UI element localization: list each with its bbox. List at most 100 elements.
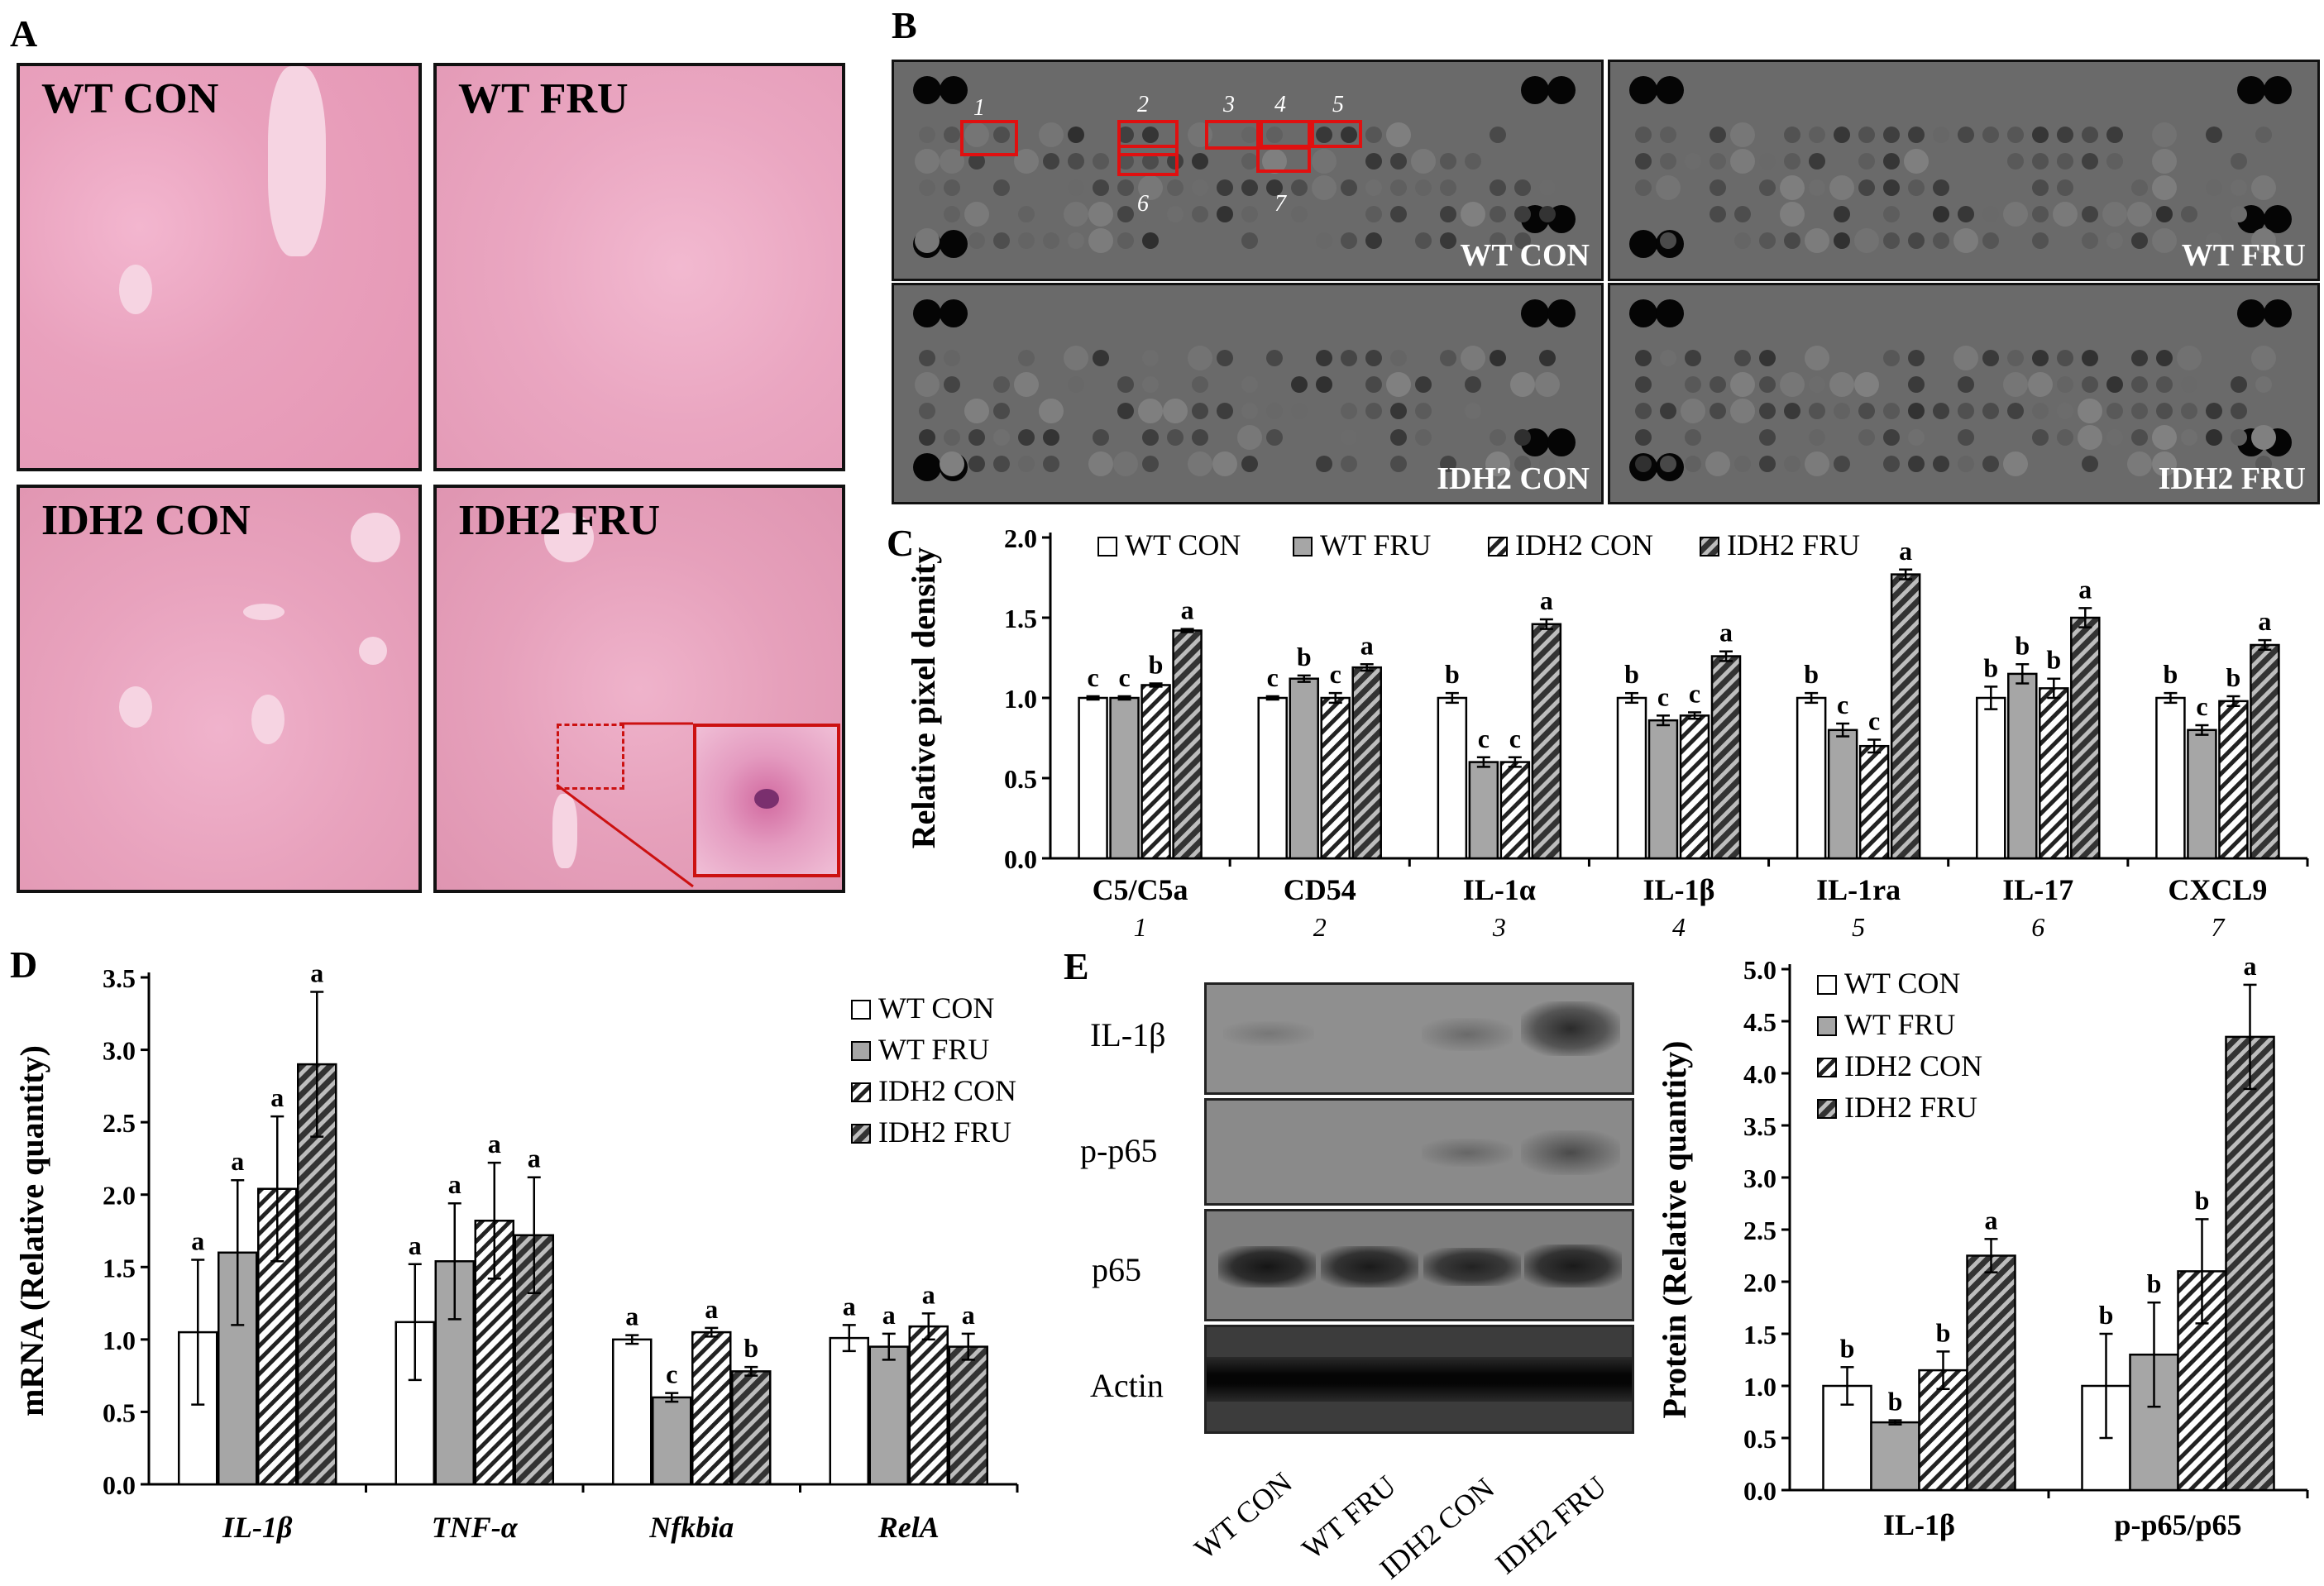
bar bbox=[1976, 696, 2006, 860]
significance-letter: b bbox=[2195, 1185, 2210, 1215]
array-spot bbox=[1117, 179, 1134, 196]
array-spot bbox=[1241, 153, 1258, 170]
category-number: 4 bbox=[1672, 912, 1686, 942]
array-spot bbox=[2152, 451, 2177, 476]
array-spot bbox=[1539, 206, 1556, 222]
array-spot bbox=[1883, 153, 1900, 170]
vessel bbox=[359, 637, 387, 665]
blot-p65 bbox=[1204, 1209, 1634, 1321]
panel-letter-a: A bbox=[10, 12, 38, 55]
array-spot bbox=[2255, 127, 2272, 143]
array-spot bbox=[964, 202, 989, 227]
bar bbox=[1437, 696, 1468, 860]
array-spot bbox=[2106, 376, 2123, 393]
array-spot bbox=[1809, 376, 1825, 393]
legend-swatch bbox=[1817, 1016, 1837, 1036]
category-number: 2 bbox=[1313, 912, 1327, 942]
array-spot bbox=[1217, 206, 1233, 222]
significance-letter: b bbox=[1804, 659, 1819, 689]
array-spot bbox=[1854, 372, 1879, 397]
array-spot bbox=[1241, 179, 1258, 196]
array-spot bbox=[1088, 451, 1113, 476]
array-spot bbox=[1415, 232, 1432, 249]
bar bbox=[1679, 714, 1710, 860]
array-spot bbox=[919, 403, 935, 419]
array-spot bbox=[1539, 179, 1556, 196]
legend-swatch bbox=[851, 1041, 871, 1061]
array-spot bbox=[1933, 456, 1949, 472]
y-tick-label: 2.5 bbox=[103, 1108, 136, 1138]
array-spot bbox=[1043, 456, 1059, 472]
array-spot bbox=[1386, 372, 1411, 397]
array-label: WT CON bbox=[1460, 238, 1590, 273]
array-spot bbox=[1117, 403, 1134, 419]
array-spot bbox=[1780, 372, 1805, 397]
band bbox=[1521, 1130, 1620, 1175]
array-spot bbox=[2003, 202, 2028, 227]
array-spot bbox=[2032, 206, 2049, 222]
array-spot bbox=[1490, 206, 1506, 222]
y-tick-label: 5.0 bbox=[1743, 955, 1776, 985]
array-spot bbox=[1784, 232, 1800, 249]
array-spot bbox=[1854, 228, 1879, 253]
array-spot bbox=[1068, 127, 1084, 143]
significance-letter: a bbox=[528, 1144, 541, 1173]
array-spot bbox=[1933, 206, 1949, 222]
array-spot bbox=[1908, 127, 1925, 143]
array-spot bbox=[1958, 429, 1974, 446]
array-spot bbox=[2057, 350, 2073, 366]
array-spot bbox=[1341, 403, 1357, 419]
array-spot bbox=[1635, 179, 1652, 196]
cytokine-array: IDH2 FRU bbox=[1608, 283, 2320, 504]
array-spot bbox=[1883, 206, 1900, 222]
array-spot bbox=[1685, 350, 1701, 366]
reference-spot bbox=[1521, 76, 1549, 104]
array-spot bbox=[1188, 346, 1212, 370]
array-spot bbox=[1759, 376, 1776, 393]
bar bbox=[1078, 696, 1108, 860]
array-spot bbox=[1138, 399, 1163, 423]
array-spot bbox=[1660, 456, 1676, 472]
array-spot bbox=[2231, 403, 2247, 419]
band bbox=[1422, 1139, 1513, 1167]
legend-swatch bbox=[1817, 1099, 1837, 1119]
array-spot bbox=[1316, 456, 1332, 472]
array-spot bbox=[1908, 232, 1925, 249]
reference-spot bbox=[2264, 76, 2292, 104]
significance-letter: b bbox=[1297, 642, 1312, 671]
array-spot bbox=[1730, 399, 1755, 423]
significance-letter: a bbox=[1360, 630, 1374, 660]
array-spot bbox=[915, 149, 940, 174]
array-spot bbox=[1312, 175, 1337, 200]
array-spot bbox=[1809, 403, 1825, 419]
array-spot bbox=[1685, 376, 1701, 393]
array-spot bbox=[2003, 372, 2028, 397]
array-label: IDH2 CON bbox=[1437, 461, 1590, 496]
significance-letter: b bbox=[1445, 659, 1460, 689]
array-spot bbox=[1386, 122, 1411, 147]
array-spot bbox=[1958, 127, 1974, 143]
array-spot bbox=[1705, 451, 1730, 476]
array-spot bbox=[1142, 376, 1159, 393]
array-spot bbox=[1188, 122, 1212, 147]
array-spot bbox=[1660, 350, 1676, 366]
array-spot bbox=[993, 232, 1010, 249]
array-spot bbox=[1730, 122, 1755, 147]
array-spot bbox=[1933, 403, 1949, 419]
array-spot bbox=[944, 179, 960, 196]
array-spot bbox=[1117, 127, 1134, 143]
significance-letter: b bbox=[1936, 1317, 1951, 1347]
category-label: IL-1α bbox=[1463, 873, 1536, 906]
array-spot bbox=[1018, 232, 1035, 249]
bar bbox=[1918, 1369, 1968, 1492]
array-spot bbox=[1805, 451, 1829, 476]
vessel bbox=[351, 513, 400, 562]
array-spot bbox=[2251, 228, 2276, 253]
array-spot bbox=[993, 376, 1010, 393]
highlight-box bbox=[1117, 120, 1179, 156]
array-spot bbox=[1316, 376, 1332, 393]
array-spot bbox=[1958, 206, 1974, 222]
legend-label: IDH2 CON bbox=[878, 1074, 1016, 1107]
spot-number: 4 bbox=[1274, 92, 1286, 117]
bar bbox=[474, 1219, 514, 1486]
